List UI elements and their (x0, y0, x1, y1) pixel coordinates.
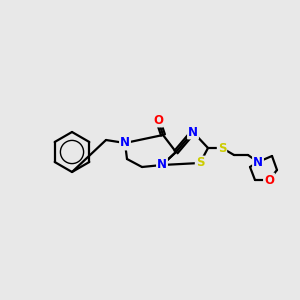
Text: S: S (196, 157, 204, 169)
Text: N: N (120, 136, 130, 149)
Text: S: S (218, 142, 226, 154)
Text: N: N (253, 155, 263, 169)
Text: N: N (188, 125, 198, 139)
Text: O: O (153, 113, 163, 127)
Text: N: N (157, 158, 167, 172)
Text: O: O (264, 173, 274, 187)
